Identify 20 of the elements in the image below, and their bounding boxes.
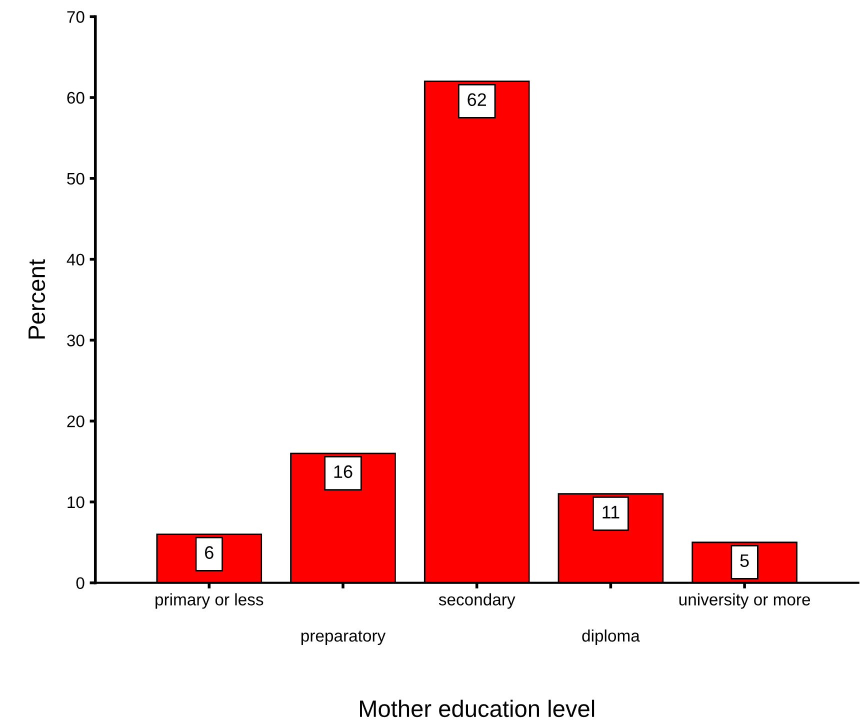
data-label: 6 <box>205 546 214 559</box>
x-tick-label: secondary <box>438 593 516 609</box>
y-tick-label: 30 <box>67 334 84 346</box>
x-tick-label: diploma <box>582 629 640 646</box>
x-axis-title: Mother education level <box>360 700 594 718</box>
data-label: 62 <box>468 93 486 106</box>
data-label: 5 <box>740 554 749 568</box>
x-tick-label: preparatory <box>301 630 386 646</box>
y-tick-label: 0 <box>76 577 84 590</box>
y-tick-label: 50 <box>67 172 84 185</box>
y-tick-label: 20 <box>67 415 84 428</box>
x-tick-label: university or more <box>679 593 810 609</box>
y-axis-title: Percent <box>28 259 46 338</box>
x-tick-label: primary or less <box>156 593 264 609</box>
y-tick-label: 60 <box>67 92 84 104</box>
data-label: 11 <box>602 506 620 518</box>
y-tick-label: 40 <box>66 254 84 266</box>
y-tick-label: 70 <box>67 11 84 23</box>
y-tick-label: 10 <box>68 496 84 508</box>
data-label: 16 <box>334 465 352 478</box>
